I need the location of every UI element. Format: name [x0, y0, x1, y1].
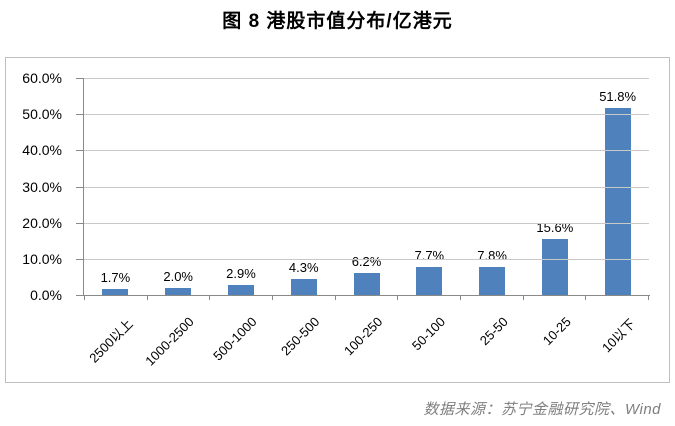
gridline	[84, 150, 649, 152]
x-tick-label: 25-50	[476, 314, 511, 349]
bar-column: 7.8%	[461, 78, 524, 295]
y-axis-tick	[76, 78, 84, 79]
bar	[353, 272, 380, 295]
y-axis-tick	[76, 295, 84, 296]
x-axis-tick	[336, 296, 399, 300]
y-axis-tick	[76, 114, 84, 116]
y-tick-label: 30.0%	[22, 178, 62, 195]
gridline	[84, 114, 649, 116]
bar	[102, 288, 129, 295]
x-axis-tick	[586, 296, 650, 300]
x-axis-tick	[398, 296, 462, 300]
x-axis-tick	[85, 296, 148, 300]
y-axis-tick	[76, 150, 84, 152]
bar-column: 6.2%	[335, 78, 398, 295]
x-axis-tick	[148, 296, 211, 300]
bar	[416, 267, 443, 295]
x-label-cell: 250-500	[272, 300, 335, 378]
x-tick-label: 2500以上	[86, 316, 137, 366]
x-label-cell: 10以下	[586, 300, 649, 378]
y-axis-tick	[76, 258, 84, 260]
data-source-note: 数据来源：苏宁金融研究院、Wind	[423, 401, 661, 418]
y-tick-label: 60.0%	[22, 70, 62, 86]
y-axis-tick	[76, 186, 84, 188]
bar-value-label: 4.3%	[288, 260, 319, 276]
bar	[165, 287, 192, 295]
plot-area: 1.7% 2.0% 2.9% 4.3% 6.2% 7.7% 7.8% 15.6% 51.8%	[84, 78, 649, 295]
x-label-cell: 10-25	[523, 300, 586, 378]
chart-title: 图 8 港股市值分布/亿港元	[222, 11, 453, 32]
x-label-cell: 1000-2500	[142, 300, 210, 378]
x-tick-label: 250-500	[277, 314, 323, 359]
bar-column: 4.3%	[272, 78, 335, 295]
x-axis-line	[83, 295, 650, 296]
bar-value-label: 51.8%	[599, 88, 637, 104]
x-label-cell: 500-1000	[210, 300, 273, 378]
x-axis-tick	[461, 296, 524, 300]
gridline	[84, 222, 649, 224]
bar	[541, 238, 568, 295]
x-label-cell: 25-50	[461, 300, 524, 378]
y-tick-label: 40.0%	[22, 142, 62, 159]
bar	[479, 266, 506, 295]
bar-value-label: 7.7%	[414, 248, 445, 264]
bar-value-label: 2.0%	[163, 268, 193, 284]
chart-frame: 0.0% 10.0% 20.0% 30.0% 40.0% 50.0% 60.0% 1.7% 2…	[5, 57, 670, 383]
gridline	[84, 258, 649, 260]
y-axis: 0.0% 10.0% 20.0% 30.0% 40.0% 50.0% 60.0%	[6, 58, 62, 382]
y-tick-label: 0.0%	[30, 287, 62, 303]
bar-value-label: 6.2%	[351, 253, 382, 269]
x-tick-label: 50-100	[408, 314, 448, 354]
gridline	[84, 78, 649, 79]
x-axis-ticks	[84, 296, 650, 300]
y-axis-tick	[76, 222, 84, 224]
y-tick-label: 50.0%	[22, 106, 62, 123]
gridline	[84, 186, 649, 188]
x-axis-tick	[524, 296, 587, 300]
x-axis-tick	[273, 296, 336, 300]
bar	[227, 284, 254, 295]
x-label-cell: 2500以上	[84, 300, 147, 378]
x-tick-label: 10以下	[599, 316, 639, 356]
x-tick-label: 100-250	[340, 314, 386, 359]
bar-column: 1.7%	[84, 78, 147, 295]
bar	[290, 279, 317, 295]
bar-column: 2.0%	[147, 78, 210, 295]
bar	[604, 107, 631, 295]
bar-column: 51.8%	[586, 78, 649, 295]
bar-value-label: 2.9%	[226, 265, 256, 281]
bar-value-label: 7.8%	[477, 247, 507, 263]
x-tick-label: 10-25	[539, 314, 574, 349]
x-label-cell: 50-100	[398, 300, 461, 378]
y-tick-label: 20.0%	[22, 214, 62, 231]
x-axis-labels: 2500以上 1000-2500 500-1000 250-500 100-250 50-…	[84, 300, 649, 378]
x-tick-label: 500-1000	[210, 314, 260, 364]
bar-column: 2.9%	[210, 78, 273, 295]
y-tick-label: 10.0%	[22, 250, 62, 267]
x-label-cell: 100-250	[335, 300, 398, 378]
x-axis-tick	[210, 296, 274, 300]
bar-value-label: 1.7%	[100, 269, 131, 285]
x-tick-label: 1000-2500	[142, 314, 197, 369]
